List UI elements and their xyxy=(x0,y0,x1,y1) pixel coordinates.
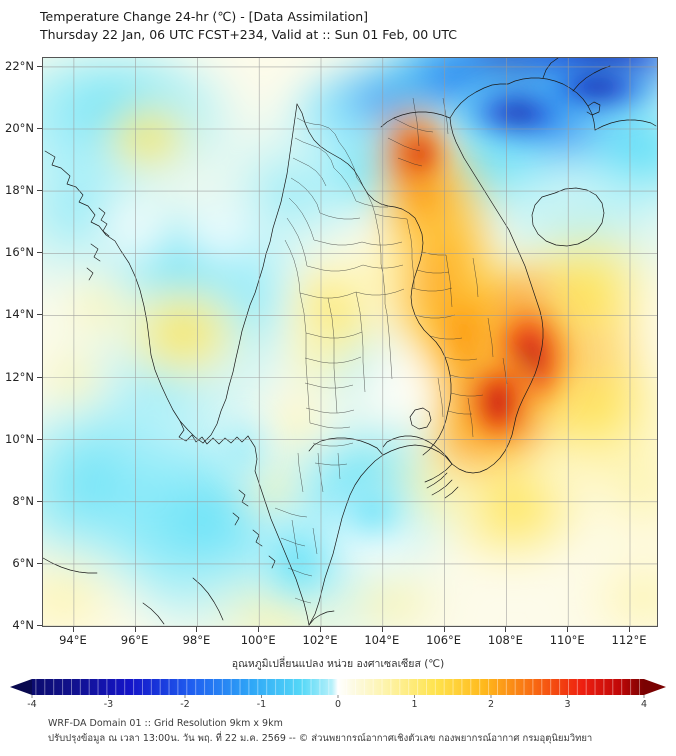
x-tick-mark xyxy=(134,627,136,632)
x-axis-label-112e: 112°E xyxy=(611,633,647,647)
colorbar-tick-1: 1 xyxy=(411,699,418,710)
colorbar-gradient xyxy=(10,679,666,698)
y-tick-mark xyxy=(37,65,42,67)
y-tick-mark xyxy=(37,500,42,502)
y-axis-label-18n: 18°N xyxy=(5,183,34,198)
y-axis-label-16n: 16°N xyxy=(5,245,34,260)
footer-block: WRF-DA Domain 01 :: Grid Resolution 9km … xyxy=(48,716,592,746)
x-tick-mark xyxy=(629,627,630,632)
x-axis-label-104e: 104°E xyxy=(364,633,400,647)
y-tick-mark xyxy=(37,562,42,564)
admin-boundary-layer xyxy=(274,97,508,604)
x-tick-mark xyxy=(443,627,445,632)
colorbar-tick--3: -3 xyxy=(103,699,114,710)
x-axis-label-100e: 100°E xyxy=(240,633,276,647)
x-axis-label-108e: 108°E xyxy=(487,633,523,647)
colorbar-min-arrow xyxy=(10,679,32,695)
title-block: Temperature Change 24-hr (℃) - [Data Ass… xyxy=(40,8,457,44)
colorbar-tick--2: -2 xyxy=(180,699,190,710)
y-axis-label-14n: 14°N xyxy=(5,307,34,322)
colorbar-tick-0: 0 xyxy=(334,699,342,710)
x-axis-label-98e: 98°E xyxy=(182,633,211,647)
colorbar-title: อุณหภูมิเปลี่ยนแปลง หน่วย องศาเซลเซียส (… xyxy=(231,658,445,670)
y-tick-mark xyxy=(37,438,42,440)
colorbar-max-arrow xyxy=(644,679,666,695)
x-tick-mark xyxy=(381,627,383,632)
model-domain-info: WRF-DA Domain 01 :: Grid Resolution 9km … xyxy=(48,718,283,729)
x-tick-mark xyxy=(258,627,260,632)
y-axis-label-20n: 20°N xyxy=(5,121,34,135)
y-axis-label-12n: 12°N xyxy=(5,369,34,384)
y-axis-label-22n: 22°N xyxy=(5,58,34,73)
x-axis-label-96e: 96°E xyxy=(120,633,149,647)
y-tick-mark xyxy=(37,190,42,192)
colorbar-tick-3: 3 xyxy=(564,699,571,710)
x-axis-label-102e: 102°E xyxy=(302,633,338,647)
x-tick-mark xyxy=(567,627,569,632)
y-tick-mark xyxy=(37,376,42,378)
y-axis-label-8n: 8°N xyxy=(12,493,34,508)
x-axis-label-106e: 106°E xyxy=(426,633,462,647)
x-tick-mark xyxy=(320,627,321,632)
y-tick-mark xyxy=(37,314,42,316)
y-tick-mark xyxy=(37,128,42,129)
x-tick-mark xyxy=(505,627,507,632)
y-axis-label-4n: 4°N xyxy=(12,618,34,632)
y-axis-label-10n: 10°N xyxy=(5,431,34,446)
update-credit-line: ปรับปรุงข้อมูล ณ เวลา 13:00น. วัน พฤ. ที… xyxy=(48,733,593,744)
y-tick-mark xyxy=(37,252,42,254)
x-axis-label-94e: 94°E xyxy=(59,633,87,647)
colorbar-tick--1: -1 xyxy=(256,699,267,710)
plot-frame xyxy=(42,57,658,627)
x-axis-label-110e: 110°E xyxy=(549,633,585,647)
colorbar: อุณหภูมิเปลี่ยนแปลง หน่วย องศาเซลเซียส (… xyxy=(0,655,676,710)
y-tick-mark xyxy=(37,625,42,626)
colorbar-tick-4: 4 xyxy=(640,699,648,710)
colorbar-tick-2: 2 xyxy=(487,699,495,710)
x-tick-mark xyxy=(72,627,74,632)
colorbar-tick--4: -4 xyxy=(27,699,37,710)
temperature-anomaly-heatmap xyxy=(43,58,657,626)
map-plot-area: 4°N 6°N 8°N 10°N 12°N 14°N 16°N 18°N 20°… xyxy=(5,57,658,647)
y-axis-label-6n: 6°N xyxy=(12,555,34,570)
forecast-validity-subtitle: Thursday 22 Jan, 06 UTC FCST+234, Valid … xyxy=(40,27,457,42)
x-tick-mark xyxy=(196,627,198,632)
gridlines xyxy=(43,58,657,626)
page-title: Temperature Change 24-hr (℃) - [Data Ass… xyxy=(40,9,369,24)
